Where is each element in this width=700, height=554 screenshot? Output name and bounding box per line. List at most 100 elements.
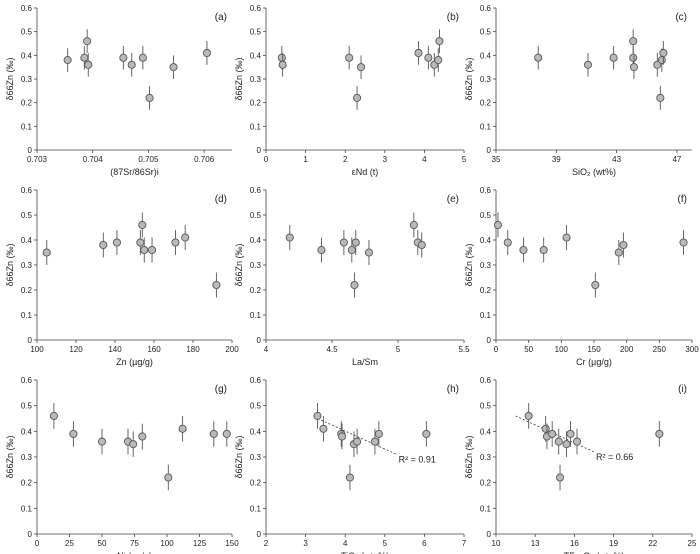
data-point — [656, 93, 665, 102]
x-tick-label: 0.704 — [83, 155, 104, 164]
data-point — [353, 437, 362, 446]
data-point — [609, 53, 618, 62]
data-point — [374, 429, 383, 438]
y-tick-label: 0.6 — [21, 4, 33, 13]
data-point — [319, 424, 328, 433]
x-tick-label: 22 — [648, 539, 657, 548]
y-tick-label: 0.2 — [250, 479, 262, 488]
y-tick-label: 0.2 — [480, 286, 492, 295]
y-tick-label: 0.5 — [480, 402, 492, 411]
x-tick-label: 200 — [620, 345, 634, 354]
y-tick-label: 0.5 — [21, 28, 33, 37]
x-tick-label: 100 — [160, 539, 174, 548]
x-tick-label: 16 — [570, 539, 579, 548]
x-tick-label: 3 — [303, 539, 308, 548]
data-point — [138, 53, 147, 62]
x-tick-label: 43 — [612, 155, 621, 164]
x-tick-label: 19 — [609, 539, 618, 548]
data-point — [555, 473, 565, 482]
y-axis-label: δ66Zn (‰) — [5, 57, 15, 100]
y-tick-label: 0.2 — [480, 479, 492, 488]
y-tick-label: 0.3 — [480, 75, 492, 84]
panel-g: 0 25 50 75 100 125 150 0 0.1 0.2 0.3 0.4 0.5 0.6 Ni (µ… — [5, 376, 239, 554]
x-tick-label: 0 — [35, 539, 40, 548]
y-tick-label: 0.3 — [21, 75, 33, 84]
y-tick-label: 0.2 — [21, 286, 33, 295]
y-tick-label: 0.6 — [250, 186, 262, 195]
y-axis-label: δ66Zn (‰) — [464, 243, 474, 286]
y-tick-label: 0.3 — [250, 261, 262, 270]
x-tick-label: 35 — [492, 155, 501, 164]
data-point — [222, 429, 231, 438]
data-point — [80, 53, 89, 62]
y-tick-label: 0.3 — [480, 261, 492, 270]
data-point — [414, 48, 423, 58]
y-tick-label: 0 — [28, 530, 33, 539]
y-tick-label: 0 — [257, 530, 262, 539]
panel-b: 0 1 2 3 4 5 0 0.1 0.2 0.3 0.4 0.5 0.6 εNd (t) δ66Zn (‰… — [234, 4, 467, 177]
data-point — [519, 245, 528, 255]
data-point — [554, 437, 563, 446]
panel-label: (a) — [215, 12, 227, 23]
panel-label: (g) — [215, 384, 227, 395]
x-tick-label: 7 — [462, 539, 467, 548]
y-tick-label: 0.6 — [480, 4, 492, 13]
x-tick-label: 0.703 — [27, 155, 48, 164]
x-tick-label: 0.706 — [194, 155, 215, 164]
data-point — [285, 233, 294, 242]
data-point — [347, 245, 356, 255]
data-point — [541, 424, 550, 433]
x-tick-label: 50 — [98, 539, 107, 548]
y-tick-label: 0.1 — [480, 311, 492, 320]
panel-label: (e) — [447, 194, 459, 205]
x-axis-label: SiO₂ (wt%) — [572, 167, 616, 177]
x-tick-label: 250 — [653, 345, 667, 354]
x-tick-label: 47 — [672, 155, 681, 164]
data-point — [370, 437, 379, 446]
data-point — [493, 220, 503, 230]
data-point — [138, 432, 147, 441]
y-tick-label: 0.1 — [250, 122, 262, 131]
data-point — [99, 240, 108, 250]
data-point — [614, 248, 623, 257]
y-tick-label: 0.1 — [480, 122, 492, 131]
data-point — [422, 429, 431, 438]
x-tick-label: 4 — [422, 155, 427, 164]
data-point — [562, 440, 571, 449]
x-tick-label: 1 — [303, 155, 308, 164]
x-tick-label: 4.5 — [326, 345, 338, 354]
y-tick-label: 0.2 — [250, 286, 262, 295]
y-tick-label: 0.4 — [250, 236, 262, 245]
data-point — [539, 245, 548, 255]
x-tick-label: 5 — [462, 155, 467, 164]
x-tick-label: 2 — [264, 539, 269, 548]
y-tick-label: 0 — [257, 336, 262, 345]
data-point — [129, 440, 138, 449]
x-tick-label: 5 — [396, 345, 401, 354]
y-tick-label: 0.1 — [21, 122, 33, 131]
x-axis-label: Ni (µg/g) — [117, 551, 152, 554]
x-tick-label: 75 — [130, 539, 139, 548]
y-tick-label: 0 — [487, 146, 492, 155]
data-point — [202, 48, 211, 58]
data-point — [353, 93, 362, 102]
y-tick-label: 0.5 — [250, 28, 262, 37]
data-point — [178, 424, 187, 433]
y-tick-label: 0.1 — [480, 504, 492, 513]
data-point — [350, 280, 359, 290]
y-tick-label: 0.6 — [21, 376, 33, 385]
data-point — [97, 437, 107, 446]
panel-d: 100 120 140 160 180 200 0 0.1 0.2 0.3 0.4 0.5 0.6 Zn … — [5, 186, 239, 367]
x-tick-label: 50 — [524, 345, 533, 354]
data-point — [619, 240, 628, 250]
x-tick-label: 25 — [688, 539, 697, 548]
y-tick-label: 0.3 — [21, 261, 33, 270]
data-point — [503, 238, 512, 247]
panel-label: (b) — [447, 12, 459, 23]
y-tick-label: 0.4 — [480, 427, 492, 436]
data-point — [424, 53, 433, 62]
x-tick-label: 3 — [383, 155, 388, 164]
y-tick-label: 0.5 — [21, 211, 33, 220]
y-tick-label: 0.1 — [21, 311, 33, 320]
